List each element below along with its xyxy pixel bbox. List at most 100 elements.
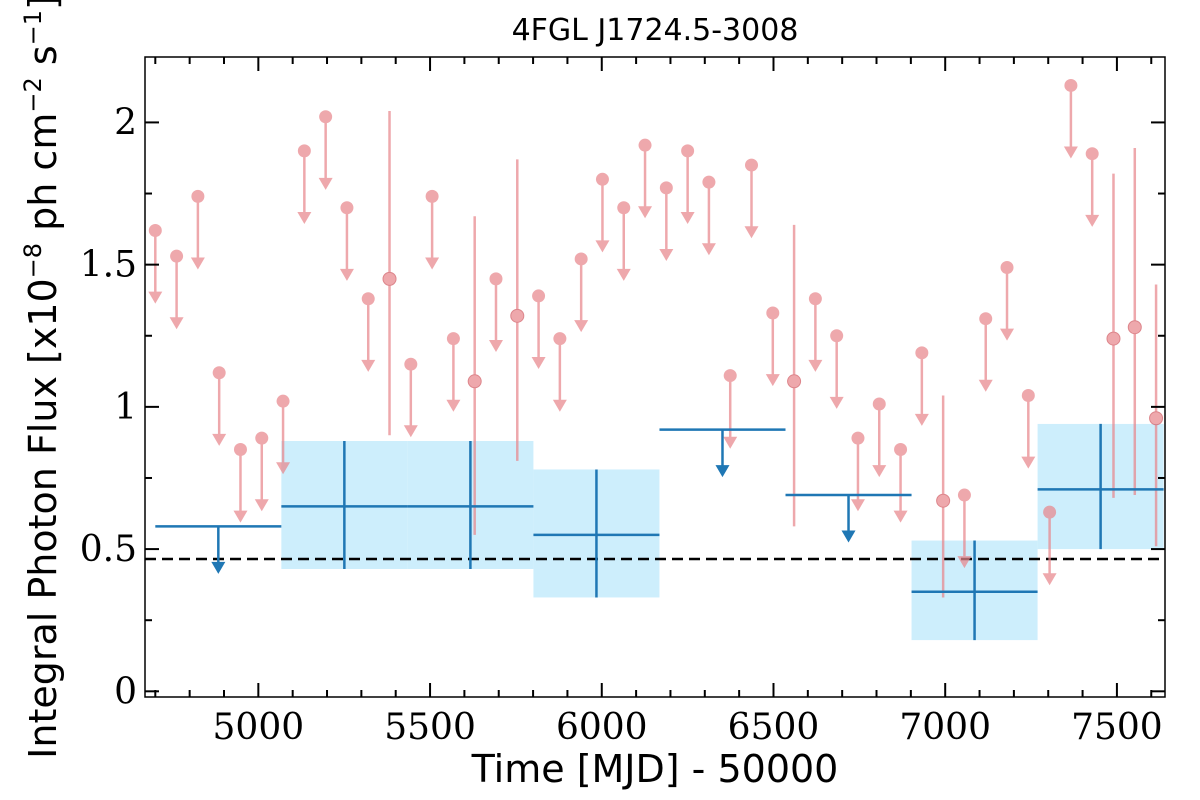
upper-limit-arrowhead [403, 425, 418, 438]
upper-limit-arrowhead [616, 268, 631, 281]
upper-limit-arrowhead [638, 206, 653, 219]
data-marker [404, 357, 418, 371]
data-marker [894, 443, 908, 457]
y-tick-label: 1 [114, 387, 137, 428]
y-axis-label-end: ] [21, 0, 65, 10]
long-bin-point [533, 469, 660, 598]
data-marker [979, 312, 993, 326]
upper-limit-arrowhead [488, 339, 503, 352]
data-marker [595, 172, 609, 186]
long-bin-upper-limit [785, 493, 912, 543]
upper-limit-arrowhead [446, 399, 461, 412]
short-bin-upper-limit [1063, 78, 1078, 159]
data-marker [553, 332, 567, 346]
upper-limit-arrowhead [148, 291, 163, 304]
short-bin-upper-limit [425, 189, 440, 270]
short-bin-upper-limit [488, 272, 503, 352]
upper-limit-arrowhead [339, 268, 354, 281]
short-bin-upper-limit [531, 289, 546, 370]
short-bin-point [382, 111, 397, 436]
data-marker [681, 144, 695, 158]
short-bin-point [1149, 284, 1164, 547]
upper-limit-arrowhead [914, 413, 929, 426]
data-marker [702, 175, 716, 189]
data-marker [1127, 320, 1142, 335]
data-marker [297, 144, 311, 158]
upper-limit-arrowhead [425, 257, 440, 270]
data-marker [532, 289, 546, 303]
short-bin-upper-limit [765, 306, 780, 387]
data-marker [319, 110, 333, 124]
y-axis-label-mid2: s [21, 45, 65, 77]
short-bin-upper-limit [212, 366, 227, 446]
long-bin-point [407, 441, 534, 569]
short-bin-upper-limit [744, 158, 759, 239]
short-bin-upper-limit [574, 252, 589, 333]
data-marker [276, 394, 290, 408]
data-marker [617, 201, 631, 215]
data-marker [745, 158, 759, 172]
upper-limit-arrowhead [1085, 214, 1100, 227]
short-bin-upper-limit [148, 224, 163, 304]
upper-limit-arrowhead [276, 462, 291, 475]
upper-limit-arrowhead [318, 177, 333, 190]
upper-limit-arrowhead [361, 359, 376, 372]
short-bin-upper-limit [829, 329, 844, 409]
short-bin-point [787, 224, 802, 527]
upper-limit-arrowhead [233, 510, 248, 523]
short-bin-upper-limit [659, 181, 674, 261]
upper-limit-arrowhead [211, 561, 226, 574]
short-bin-upper-limit [850, 431, 865, 512]
upper-limit-arrowhead [829, 396, 844, 409]
short-bin-upper-limit [446, 332, 461, 412]
x-tick-label: 6000 [556, 707, 648, 748]
long-bin-upper-limit [659, 428, 786, 478]
x-axis-label: Time [MJD] - 50000 [471, 747, 839, 791]
data-marker [148, 224, 162, 238]
data-marker [340, 201, 354, 215]
upper-limit-arrowhead [531, 357, 546, 370]
data-marker [915, 346, 929, 360]
data-marker [255, 431, 269, 445]
upper-limit-arrowhead [701, 243, 716, 256]
y-tick-label: 1.5 [80, 245, 137, 286]
short-bin-upper-limit [1000, 260, 1015, 341]
upper-limit-arrowhead [841, 530, 856, 543]
y-tick-label: 0.5 [80, 529, 137, 570]
x-tick-label: 7000 [899, 707, 991, 748]
chart-title: 4FGL J1724.5-3008 [512, 13, 799, 48]
upper-limit-arrowhead [1042, 573, 1057, 586]
upper-limit-arrowhead [680, 211, 695, 224]
data-marker [361, 292, 375, 306]
short-bin-upper-limit [552, 332, 567, 412]
data-marker [233, 443, 247, 457]
data-marker [467, 374, 482, 389]
y-axis-label-exp3: −1 [19, 10, 47, 45]
y-axis-label-exp2: −2 [19, 77, 47, 112]
upper-limit-arrowhead [808, 359, 823, 372]
short-bin-upper-limit [318, 110, 333, 190]
data-marker [659, 181, 673, 195]
data-marker [425, 189, 439, 203]
upper-limit-arrowhead [574, 320, 589, 333]
y-tick-labels: 0 0.5 1 1.5 2 [80, 102, 137, 712]
short-bin-upper-limit [403, 357, 418, 438]
long-bin-point [1037, 423, 1164, 550]
x-tick-label: 5000 [213, 707, 305, 748]
short-bin-upper-limit [254, 431, 269, 512]
short-bin-upper-limit [978, 312, 993, 392]
short-bin-upper-limit [914, 346, 929, 426]
upper-limit-arrowhead [744, 226, 759, 239]
upper-limit-arrowhead [715, 465, 730, 478]
long-bin-upper-limit [155, 525, 282, 574]
short-bin-upper-limit [957, 488, 972, 569]
data-marker [446, 332, 460, 346]
short-bin-upper-limit [595, 172, 610, 253]
short-bin-upper-limit [190, 189, 205, 270]
data-marker [787, 374, 802, 389]
upper-limit-arrowhead [190, 257, 205, 270]
upper-limit-arrowhead [297, 211, 312, 224]
upper-limit-arrowhead [212, 433, 227, 446]
upper-limit-arrowhead [552, 399, 567, 412]
